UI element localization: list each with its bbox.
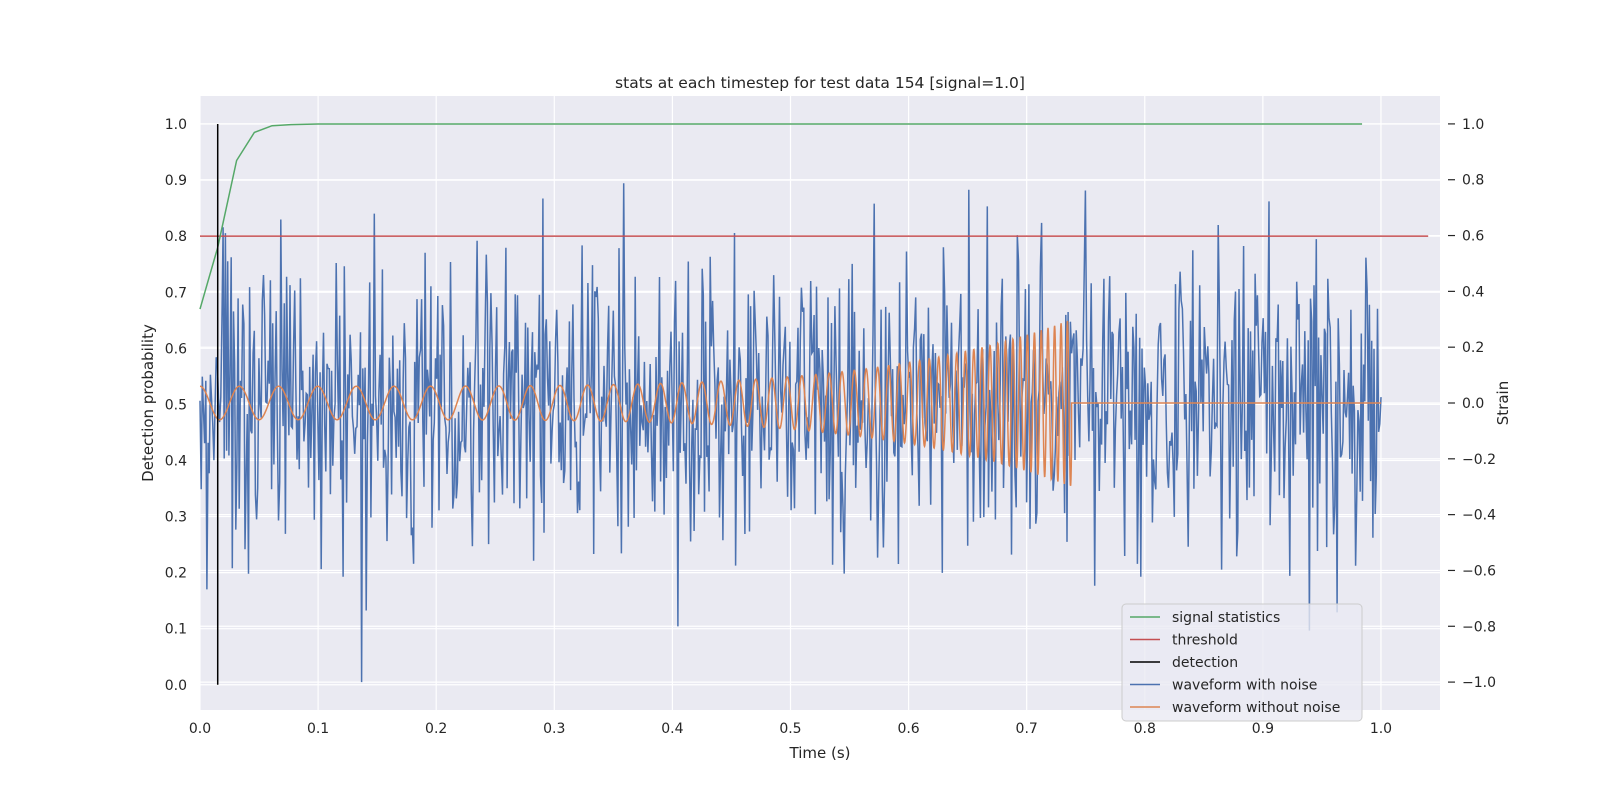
x-tick-label: 1.0: [1370, 721, 1392, 737]
legend: signal statistics threshold detection wavef…: [1121, 603, 1363, 722]
x-tick-label: 0.8: [1134, 721, 1156, 737]
y2-tick-label: −0.8: [1462, 619, 1496, 635]
y2-axis-label: Strain: [1494, 381, 1512, 425]
y2-tick-label: −0.4: [1462, 508, 1496, 524]
y2-tick-label: 0.4: [1462, 284, 1484, 300]
y-tick-label: 0.0: [165, 678, 187, 694]
x-axis-label: Time (s): [789, 744, 851, 762]
y2-tick-label: −1.0: [1462, 675, 1496, 691]
y2-tick-label: 0.6: [1462, 229, 1484, 245]
x-tick-label: 0.6: [897, 721, 919, 737]
y-tick-label: 0.7: [165, 285, 187, 301]
legend-label: waveform without noise: [1172, 700, 1340, 716]
y-tick-label: 0.9: [165, 173, 187, 189]
y-tick-label: 0.6: [165, 341, 187, 357]
series-waveform-with-noise: [199, 183, 1382, 683]
chart-title: stats at each timestep for test data 154…: [615, 74, 1025, 92]
y-tick-label: 0.3: [165, 510, 187, 526]
x-tick-label: 0.0: [189, 721, 211, 737]
y2-tick-label: −0.6: [1462, 563, 1496, 579]
x-tick-label: 0.7: [1016, 721, 1038, 737]
y2-tick-label: 0.0: [1462, 396, 1484, 412]
legend-label: waveform with noise: [1172, 678, 1317, 694]
legend-box: [1121, 603, 1363, 722]
y-tick-label: 0.4: [165, 453, 187, 469]
y-tick-label: 0.2: [165, 566, 187, 582]
y2-tick-label: 0.2: [1462, 340, 1484, 356]
y2-tick-label: −0.2: [1462, 452, 1496, 468]
x-tick-label: 0.1: [307, 721, 329, 737]
series-waveform-without-noise: [199, 320, 1381, 487]
y-tick-label: 0.8: [165, 229, 187, 245]
y-tick-label: 0.1: [165, 622, 187, 638]
y-axis-label: Detection probability: [139, 324, 157, 482]
legend-label: threshold: [1172, 633, 1238, 649]
series-signal-statistics: [199, 123, 1363, 310]
y2-tick-label: 1.0: [1462, 117, 1484, 133]
x-tick-label: 0.9: [1252, 721, 1274, 737]
x-tick-label: 0.5: [779, 721, 801, 737]
y2-tick-label: 0.8: [1462, 173, 1484, 189]
x-tick-label: 0.3: [543, 721, 565, 737]
x-tick-label: 0.2: [425, 721, 447, 737]
legend-label: detection: [1172, 655, 1238, 671]
legend-label: signal statistics: [1172, 610, 1280, 626]
y-tick-label: 1.0: [165, 117, 187, 133]
x-tick-label: 0.4: [661, 721, 683, 737]
y-tick-label: 0.5: [165, 397, 187, 413]
